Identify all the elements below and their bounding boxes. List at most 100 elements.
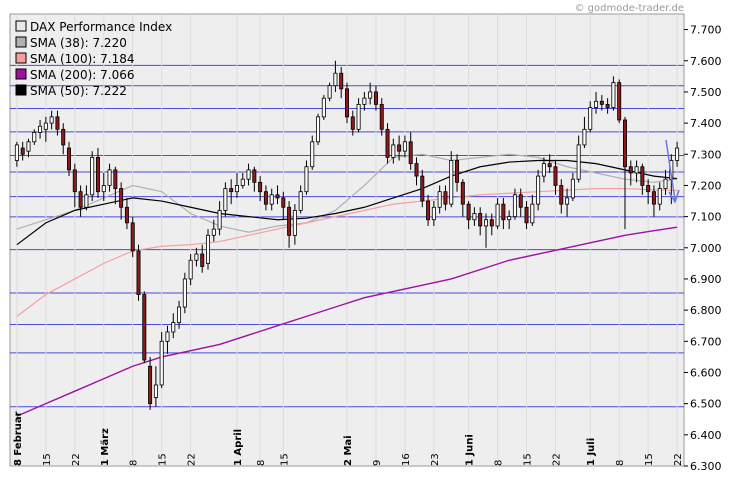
candle-body — [107, 169, 112, 186]
x-tick-label: 15 — [42, 453, 53, 466]
candle — [263, 185, 268, 211]
legend: DAX Performance Index SMA (38): 7.220 SMA … — [15, 20, 172, 98]
candle — [32, 129, 37, 145]
candle — [675, 141, 680, 167]
x-tick-label: 16 — [401, 453, 412, 466]
candle-body — [136, 250, 141, 295]
x-tick-label: 15 — [279, 453, 290, 466]
candle — [107, 163, 112, 192]
candle-body — [119, 188, 124, 208]
candle-body — [229, 188, 234, 193]
candle-body — [153, 384, 158, 398]
candle-body — [20, 147, 25, 155]
candle-body — [420, 175, 425, 202]
sma50-line — [16, 159, 678, 246]
candle-body — [622, 119, 627, 168]
candle-body — [200, 253, 205, 267]
candle — [124, 197, 129, 230]
candle — [165, 325, 170, 354]
candle — [101, 172, 106, 202]
legend-item: DAX Performance Index — [30, 20, 172, 34]
candle-body — [599, 100, 604, 105]
candle — [130, 216, 135, 258]
y-tick-label: 7.400 — [690, 117, 722, 130]
candle — [622, 116, 627, 230]
legend-swatch — [15, 84, 27, 96]
candle — [385, 123, 390, 164]
candle-body — [472, 213, 477, 221]
candle — [663, 169, 668, 195]
candle — [362, 91, 367, 111]
candle-body — [292, 209, 297, 236]
candle-body — [345, 88, 349, 118]
candle-body — [298, 191, 303, 211]
candle — [599, 95, 604, 111]
candle — [605, 98, 610, 114]
candle — [350, 110, 355, 136]
down-arrow-icon — [665, 139, 680, 204]
candle-body — [588, 107, 593, 130]
y-tick-label: 6.800 — [690, 304, 722, 317]
x-tick-label: 1 Juli — [586, 438, 597, 466]
candle — [565, 188, 570, 217]
candle — [466, 201, 471, 230]
candle-body — [142, 294, 147, 361]
candle — [536, 169, 541, 211]
y-tick-label: 6.900 — [690, 273, 722, 286]
candle-body — [373, 91, 378, 105]
candle-body — [78, 191, 83, 208]
y-tick-label: 6.400 — [690, 429, 722, 442]
candle — [402, 135, 407, 158]
candle-body — [263, 191, 268, 205]
candle-body — [559, 185, 564, 205]
candle-body — [310, 141, 315, 168]
candle-body — [368, 91, 373, 99]
legend-item: SMA (100): 7.184 — [30, 52, 134, 66]
candle-body — [246, 169, 251, 180]
candle — [43, 116, 48, 142]
watermark: © godmode-trader.de — [575, 3, 685, 14]
legend-item: SMA (200): 7.066 — [30, 68, 134, 82]
candle — [420, 169, 425, 208]
candle — [14, 141, 19, 167]
candle-body — [431, 206, 436, 221]
x-tick-label: 15 — [523, 453, 534, 466]
candle — [582, 116, 587, 149]
candle — [38, 119, 43, 139]
candle — [223, 182, 228, 217]
candle-body — [524, 206, 529, 224]
candle — [617, 79, 622, 124]
candle — [55, 110, 60, 136]
candle — [483, 213, 488, 248]
candle-body — [206, 234, 211, 264]
x-tick-label: 23 — [430, 453, 441, 466]
candle-body — [177, 306, 182, 324]
y-tick-label: 7.700 — [690, 24, 722, 37]
candle — [345, 82, 349, 124]
candle-body — [512, 194, 517, 218]
candle-body — [657, 188, 662, 205]
candle-body — [130, 222, 135, 252]
candle-body — [217, 209, 222, 230]
candle — [640, 163, 645, 195]
sma38-line — [16, 153, 678, 233]
candle-body — [61, 128, 66, 146]
candle — [206, 229, 211, 270]
x-tick-label: 22 — [673, 453, 684, 466]
candle-body — [414, 163, 419, 177]
x-tick-label: 8 — [129, 460, 140, 466]
candle-body — [646, 185, 651, 193]
candle-body — [148, 365, 153, 405]
candle — [142, 291, 147, 364]
candle-body — [362, 97, 367, 105]
candle-body — [402, 141, 407, 152]
y-axis: 7.700 7.600 7.500 7.400 7.300 7.200 7.100 7.000… — [684, 24, 722, 473]
candle — [594, 91, 599, 114]
candle-body — [391, 144, 396, 158]
x-tick-label: 8 — [494, 460, 505, 466]
candle — [547, 154, 552, 173]
candle — [657, 182, 662, 211]
candle-body — [408, 141, 413, 165]
candle-body — [437, 191, 442, 208]
candle-body — [38, 125, 43, 133]
